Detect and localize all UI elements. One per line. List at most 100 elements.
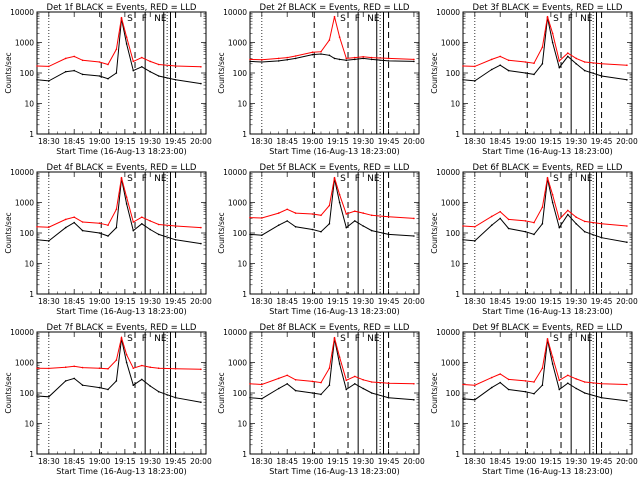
data-point — [507, 69, 510, 72]
y-tick-label: 10 — [450, 100, 460, 109]
data-point — [541, 223, 544, 225]
data-point — [328, 204, 331, 207]
data-point — [157, 223, 160, 226]
data-point — [567, 374, 569, 377]
x-tick-label: 18:45 — [489, 137, 511, 146]
data-point — [567, 213, 569, 216]
data-point — [320, 50, 322, 53]
data-point — [141, 223, 143, 225]
y-tick-label: 1 — [29, 130, 34, 139]
x-tick-label: 20:00 — [403, 457, 425, 466]
x-tick-label: 18:45 — [276, 137, 298, 146]
data-point — [73, 55, 75, 58]
data-point — [64, 366, 67, 369]
data-point — [320, 230, 322, 233]
data-point — [36, 79, 38, 81]
x-axis-label: Start Time (16-Aug-13 18:23:00) — [56, 467, 187, 476]
data-point — [125, 203, 128, 205]
y-tick-label: 10 — [450, 260, 460, 269]
x-tick-label: 19:15 — [540, 137, 562, 146]
data-point — [370, 58, 373, 61]
data-point — [551, 41, 554, 44]
y-tick-label: 10000 — [436, 8, 460, 17]
data-point — [141, 364, 143, 367]
y-axis-label: Counts/sec — [217, 372, 226, 413]
data-point — [546, 15, 549, 18]
y-axis-label: Counts/sec — [430, 372, 439, 413]
data-point — [174, 396, 177, 399]
data-point — [354, 383, 356, 385]
y-tick-label: 10 — [24, 100, 34, 109]
event-marker-label: F — [568, 14, 573, 24]
data-point — [141, 378, 143, 381]
event-marker-label: S — [340, 174, 346, 184]
data-point — [541, 46, 544, 48]
data-point — [107, 77, 109, 80]
data-point — [541, 384, 544, 387]
data-point — [499, 381, 502, 384]
data-point — [600, 396, 603, 399]
data-point — [125, 43, 128, 45]
x-tick-label: 18:30 — [464, 137, 486, 146]
x-tick-label: 19:15 — [114, 137, 136, 146]
data-point — [345, 388, 348, 391]
data-point — [474, 65, 476, 68]
data-point — [600, 63, 603, 65]
series-line-lld — [249, 177, 414, 219]
data-point — [157, 367, 160, 370]
data-point — [157, 63, 160, 66]
series-line-lld — [249, 337, 414, 386]
event-marker-label: S — [553, 14, 559, 24]
panel-9: Det 9f BLACK = Events, RED = LLD 1 10 100 10… — [430, 323, 638, 476]
event-marker-label: S — [340, 334, 346, 344]
series-line-lld — [462, 16, 627, 67]
data-point — [200, 401, 202, 404]
data-point — [81, 229, 84, 232]
data-point — [413, 235, 415, 237]
series-line-lld — [36, 177, 201, 229]
x-axis-label: Start Time (16-Aug-13 18:23:00) — [482, 147, 613, 156]
series-line-lld — [36, 17, 201, 68]
panel-title: Det 7f BLACK = Events, RED = LLD — [47, 323, 197, 333]
data-point — [157, 390, 160, 393]
data-point — [81, 221, 84, 223]
data-point — [64, 218, 67, 221]
data-point — [387, 382, 390, 385]
x-tick-label: 19:00 — [302, 297, 324, 306]
data-point — [474, 240, 476, 242]
data-point — [81, 73, 84, 76]
y-tick-label: 10000 — [223, 8, 247, 17]
y-tick-label: 1 — [29, 290, 34, 299]
data-point — [354, 375, 356, 378]
data-point — [115, 359, 118, 361]
y-tick-label: 100 — [446, 389, 461, 398]
data-point — [286, 208, 289, 211]
data-point — [120, 16, 123, 19]
x-axis-label: Start Time (16-Aug-13 18:23:00) — [482, 467, 613, 476]
data-point — [533, 381, 535, 383]
data-point — [345, 59, 348, 62]
data-point — [541, 206, 544, 208]
x-tick-label: 19:00 — [89, 457, 111, 466]
data-point — [575, 57, 577, 60]
data-point — [249, 216, 251, 219]
data-point — [524, 390, 527, 393]
event-marker-label: NE — [580, 174, 593, 184]
event-marker-label: NE — [580, 334, 593, 344]
y-tick-label: 100 — [20, 389, 35, 398]
x-tick-label: 19:30 — [139, 137, 161, 146]
data-point — [98, 386, 101, 389]
data-point — [286, 59, 289, 61]
y-tick-label: 1 — [455, 450, 460, 459]
data-point — [345, 213, 348, 215]
data-point — [36, 367, 38, 370]
event-marker-label: F — [355, 334, 360, 344]
data-point — [115, 72, 118, 74]
data-point — [115, 48, 118, 51]
data-point — [370, 214, 373, 217]
data-point — [558, 379, 561, 382]
event-marker-label: NE — [580, 14, 593, 24]
data-point — [387, 233, 390, 236]
data-point — [462, 239, 464, 241]
